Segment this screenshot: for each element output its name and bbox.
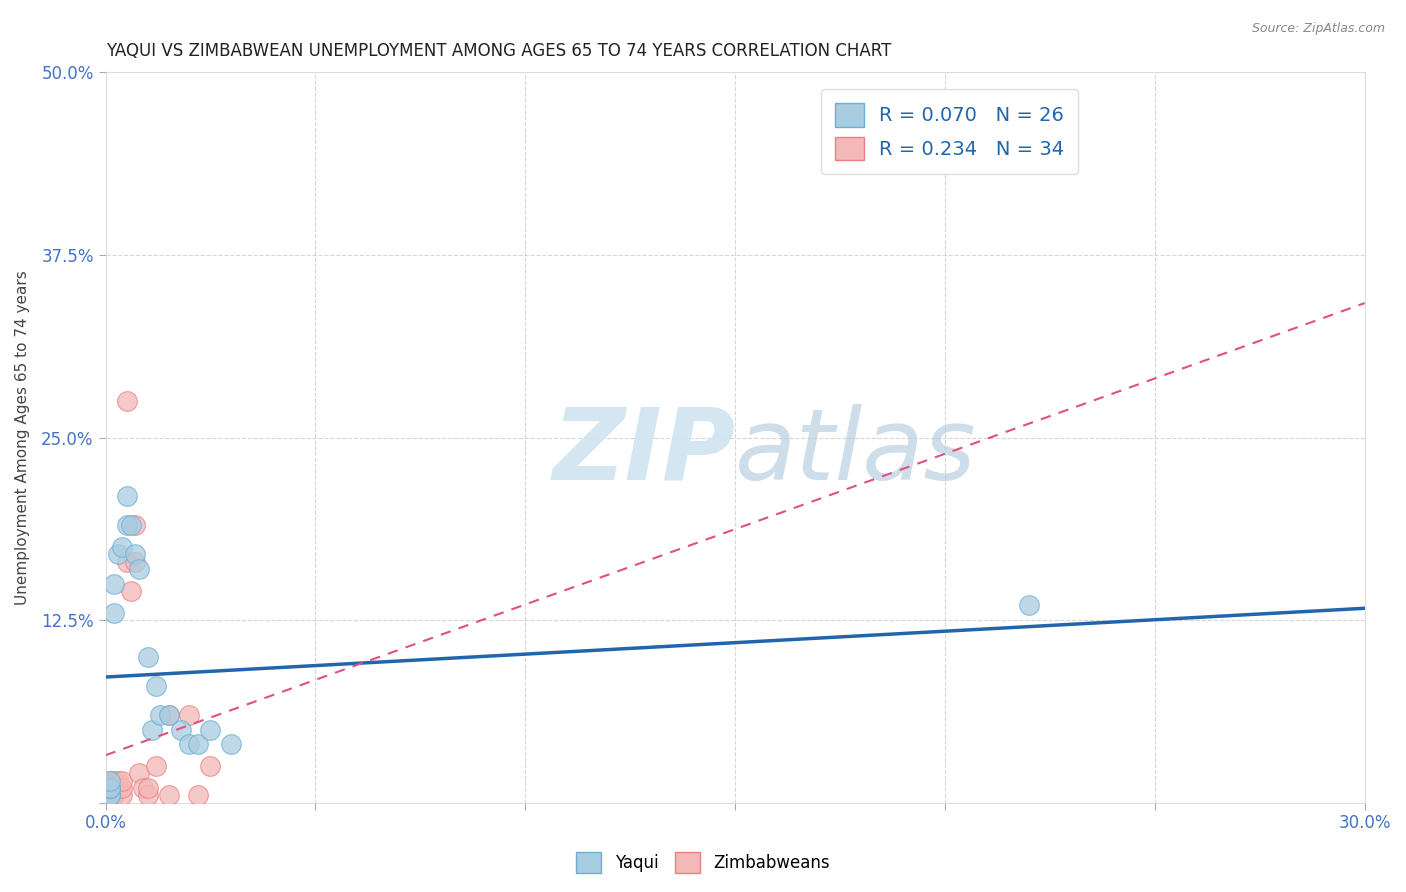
Point bbox=[115, 489, 138, 503]
Point bbox=[145, 759, 167, 773]
Text: atlas: atlas bbox=[735, 403, 977, 500]
Point bbox=[187, 789, 209, 803]
Point bbox=[94, 789, 117, 803]
Point bbox=[115, 555, 138, 569]
Point bbox=[157, 708, 180, 723]
Point bbox=[111, 789, 134, 803]
Point bbox=[107, 547, 129, 561]
Point bbox=[98, 789, 121, 803]
Point bbox=[111, 780, 134, 795]
Point bbox=[179, 737, 201, 751]
Point bbox=[94, 796, 117, 810]
Point bbox=[111, 773, 134, 788]
Point bbox=[98, 773, 121, 788]
Point bbox=[107, 780, 129, 795]
Point bbox=[103, 576, 125, 591]
Point bbox=[128, 562, 150, 576]
Point bbox=[136, 780, 159, 795]
Point bbox=[98, 780, 121, 795]
Point bbox=[111, 540, 134, 554]
Point bbox=[103, 780, 125, 795]
Point bbox=[200, 723, 222, 737]
Point bbox=[124, 555, 146, 569]
Point bbox=[145, 679, 167, 693]
Point bbox=[120, 518, 142, 533]
Point bbox=[157, 708, 180, 723]
Point bbox=[98, 796, 121, 810]
Point bbox=[128, 766, 150, 780]
Point bbox=[103, 773, 125, 788]
Point bbox=[115, 394, 138, 409]
Point bbox=[103, 789, 125, 803]
Point bbox=[141, 723, 163, 737]
Point bbox=[124, 518, 146, 533]
Point bbox=[157, 789, 180, 803]
Text: ZIP: ZIP bbox=[553, 403, 735, 500]
Point bbox=[115, 518, 138, 533]
Point bbox=[98, 789, 121, 803]
Point bbox=[98, 789, 121, 803]
Point bbox=[221, 737, 243, 751]
Point bbox=[94, 789, 117, 803]
Legend: Yaqui, Zimbabweans: Yaqui, Zimbabweans bbox=[569, 846, 837, 880]
Point bbox=[179, 708, 201, 723]
Point bbox=[94, 780, 117, 795]
Point bbox=[103, 606, 125, 620]
Point bbox=[98, 780, 121, 795]
Point bbox=[200, 759, 222, 773]
Legend: R = 0.070   N = 26, R = 0.234   N = 34: R = 0.070 N = 26, R = 0.234 N = 34 bbox=[821, 89, 1078, 174]
Point bbox=[98, 773, 121, 788]
Text: YAQUI VS ZIMBABWEAN UNEMPLOYMENT AMONG AGES 65 TO 74 YEARS CORRELATION CHART: YAQUI VS ZIMBABWEAN UNEMPLOYMENT AMONG A… bbox=[105, 42, 891, 60]
Point bbox=[107, 773, 129, 788]
Point bbox=[149, 708, 172, 723]
Point bbox=[1018, 599, 1040, 613]
Point bbox=[94, 780, 117, 795]
Y-axis label: Unemployment Among Ages 65 to 74 years: Unemployment Among Ages 65 to 74 years bbox=[15, 270, 30, 605]
Point bbox=[136, 649, 159, 664]
Point bbox=[124, 547, 146, 561]
Point bbox=[170, 723, 193, 737]
Point bbox=[94, 796, 117, 810]
Point bbox=[120, 583, 142, 598]
Point bbox=[98, 780, 121, 795]
Point bbox=[187, 737, 209, 751]
Point bbox=[132, 780, 155, 795]
Point bbox=[98, 789, 121, 803]
Text: Source: ZipAtlas.com: Source: ZipAtlas.com bbox=[1251, 22, 1385, 36]
Point bbox=[136, 789, 159, 803]
Point bbox=[98, 780, 121, 795]
